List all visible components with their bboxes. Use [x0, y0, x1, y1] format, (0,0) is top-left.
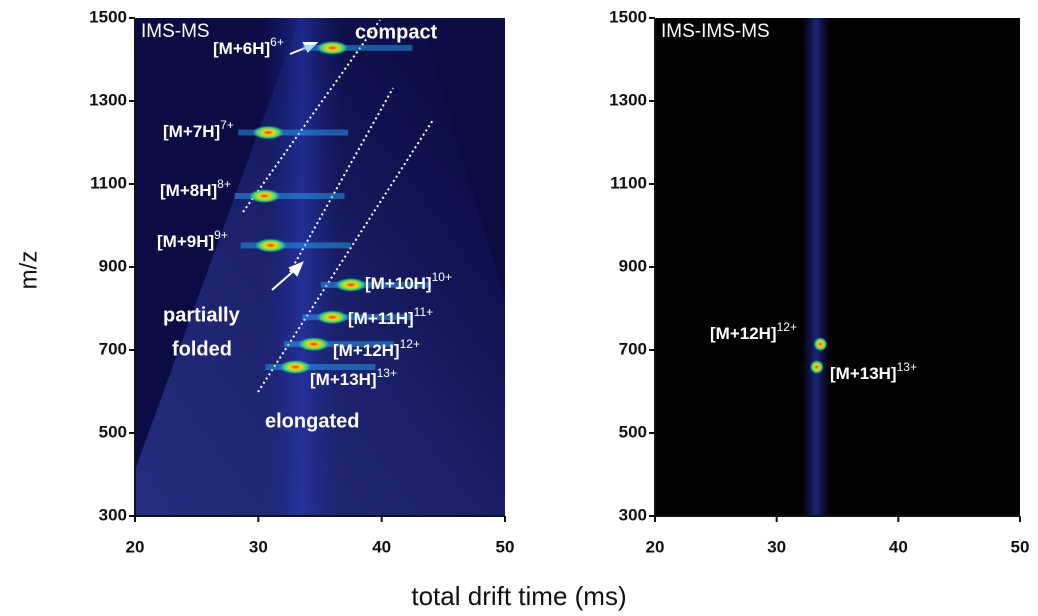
ion-charge: 13+ [377, 366, 397, 380]
x-axis-label: total drift time (ms) [411, 581, 626, 611]
ion-band [240, 242, 351, 249]
panel-title: IMS-MS [141, 21, 210, 42]
ion-spot [248, 189, 281, 204]
ion-name: [M+12H] [710, 324, 777, 343]
ion-label: [M+12H]12+ [333, 337, 420, 360]
ion-charge: 10+ [432, 270, 452, 284]
ion-charge: 13+ [897, 360, 917, 374]
ion-spot [316, 40, 349, 55]
annotation: partially [163, 304, 241, 326]
ion-label: [M+7H]7+ [163, 118, 234, 141]
x-tick-label: 20 [646, 537, 665, 556]
y-tick-label: 900 [619, 256, 647, 275]
ion-name: [M+12H] [333, 341, 400, 360]
ion-label: [M+8H]8+ [160, 177, 231, 200]
ion-charge: 12+ [777, 320, 797, 334]
x-tick-label: 40 [889, 537, 908, 556]
annotation: folded [172, 338, 232, 360]
ion-charge: 8+ [217, 177, 231, 191]
ion-name: [M+10H] [365, 274, 432, 293]
ion-spot [297, 337, 330, 352]
annotation: elongated [265, 410, 359, 432]
ion-spot [316, 310, 349, 325]
y-tick-label: 1100 [610, 173, 647, 192]
heatmap-background [655, 18, 1020, 516]
ion-spot [809, 360, 824, 375]
ion-band [265, 364, 376, 371]
y-tick-label: 1300 [609, 90, 647, 109]
ion-label: [M+11H]11+ [348, 305, 433, 328]
trend-lines [242, 19, 434, 393]
ion-band [234, 193, 345, 200]
x-tick-label: 30 [249, 537, 268, 556]
ion-label: [M+10H]10+ [365, 270, 452, 293]
ion-band [283, 341, 394, 348]
ion-name: [M+8H] [160, 181, 217, 200]
arrows [271, 42, 319, 291]
y-tick-label: 1500 [609, 7, 647, 26]
ion-charge: 6+ [270, 35, 284, 49]
y-tick-label: 1100 [90, 173, 127, 192]
ion-spot [252, 125, 285, 140]
x-tick-label: 50 [1011, 537, 1030, 556]
y-tick-label: 700 [99, 339, 127, 358]
ion-band [302, 314, 413, 321]
ion-spot [254, 238, 287, 253]
y-tick-label: 500 [99, 422, 127, 441]
ion-name: [M+13H] [830, 364, 897, 383]
heatmap-haze [802, 18, 830, 516]
y-tick-label: 300 [99, 505, 127, 524]
panel-title: IMS-IMS-MS [661, 21, 770, 42]
ion-charge: 7+ [220, 118, 234, 132]
y-tick-label: 1500 [89, 7, 127, 26]
ion-label: [M+13H]13+ [830, 360, 917, 383]
x-tick-label: 50 [496, 537, 515, 556]
ion-label: [M+12H]12+ [710, 320, 797, 343]
x-tick-label: 20 [126, 537, 145, 556]
y-tick-label: 300 [619, 505, 647, 524]
y-tick-label: 1300 [89, 90, 127, 109]
ion-name: [M+13H] [310, 370, 377, 389]
heatmap-haze [262, 18, 342, 516]
ion-label: [M+9H]9+ [157, 228, 228, 251]
ion-charge: 12+ [400, 337, 420, 351]
ion-band [238, 129, 349, 136]
ion-band [302, 44, 413, 51]
ion-spot [279, 360, 312, 375]
x-tick-label: 40 [372, 537, 391, 556]
ion-label: [M+6H]6+ [213, 35, 284, 58]
ion-band [320, 281, 431, 288]
ion-name: [M+9H] [157, 232, 214, 251]
y-tick-label: 900 [99, 256, 127, 275]
ion-name: [M+6H] [213, 39, 270, 58]
ion-label: [M+13H]13+ [310, 366, 397, 389]
ion-name: [M+7H] [163, 122, 220, 141]
x-tick-label: 30 [767, 537, 786, 556]
y-axis-label: m/z [15, 251, 42, 290]
ion-charge: 11+ [414, 305, 433, 319]
ion-charge: 9+ [214, 228, 228, 242]
annotation: compact [355, 21, 438, 43]
ion-spot [813, 337, 828, 352]
ion-name: [M+11H] [348, 309, 414, 328]
y-tick-label: 500 [619, 422, 647, 441]
ion-spot [334, 277, 367, 292]
y-tick-label: 700 [619, 339, 647, 358]
